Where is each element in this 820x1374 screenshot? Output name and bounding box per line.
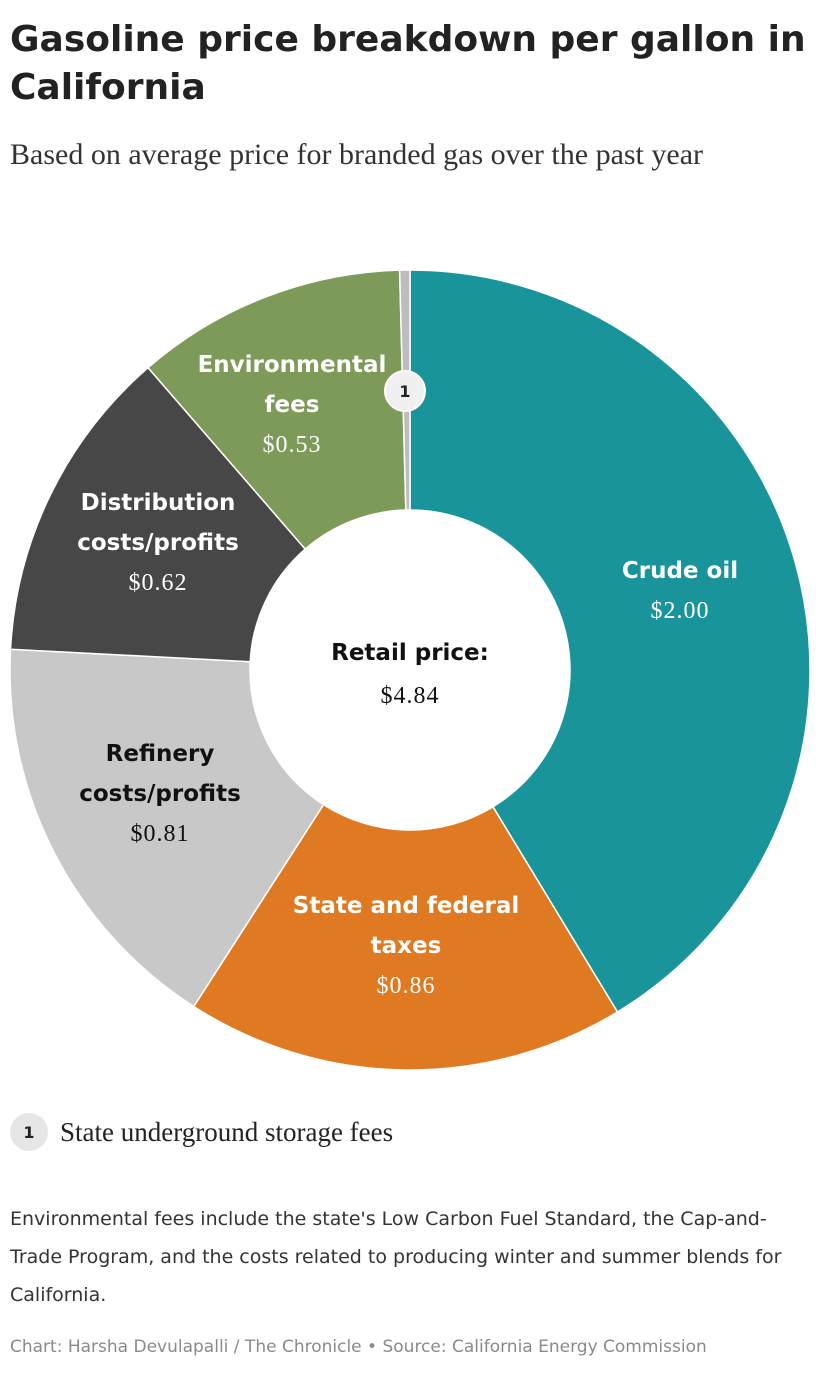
- center-value: $4.84: [381, 683, 440, 709]
- chart-credit: Chart: Harsha Devulapalli / The Chronicl…: [10, 1337, 707, 1357]
- slice-value-crude: $2.00: [651, 598, 710, 624]
- footnote-text: State underground storage fees: [60, 1116, 394, 1147]
- slice-label-distribution: Distribution: [81, 490, 236, 516]
- slice-label-refinery: costs/profits: [79, 781, 241, 807]
- chart-note: Environmental fees include the state's L…: [10, 1208, 782, 1306]
- slice-marker-badge: [384, 370, 426, 412]
- footnote-legend: 1 State underground storage fees: [10, 1112, 393, 1152]
- donut-chart: Crude oil $2.00 State and federal taxes $0.8…: [9, 269, 811, 1071]
- slice-value-environmental: $0.53: [263, 432, 322, 458]
- footnote-marker: 1: [10, 1113, 48, 1151]
- slice-label-taxes: State and federal: [293, 893, 519, 919]
- slice-value-taxes: $0.86: [377, 973, 436, 999]
- donut-labels: Crude oil $2.00 State and federal taxes $0.8…: [77, 352, 738, 999]
- center-label: Retail price:: [331, 640, 489, 666]
- donut-hole: [250, 510, 570, 830]
- slice-label-refinery: Refinery: [106, 741, 215, 767]
- slice-label-taxes: taxes: [371, 933, 442, 959]
- chart-subtitle: Based on average price for branded gas o…: [10, 138, 704, 171]
- donut-center: Retail price: $4.84: [331, 640, 489, 709]
- slice-value-refinery: $0.81: [131, 821, 190, 847]
- slice-label-distribution: costs/profits: [77, 530, 239, 556]
- slice-refinery: [9, 648, 325, 1008]
- slice-label-environmental: fees: [265, 392, 320, 418]
- slice-label-crude: Crude oil: [622, 558, 738, 584]
- slice-value-distribution: $0.62: [129, 570, 188, 596]
- chart-title: Gasoline price breakdown per gallon in C…: [10, 19, 806, 108]
- slice-marker-text: 1: [399, 382, 410, 401]
- slice-label-environmental: Environmental: [198, 352, 387, 378]
